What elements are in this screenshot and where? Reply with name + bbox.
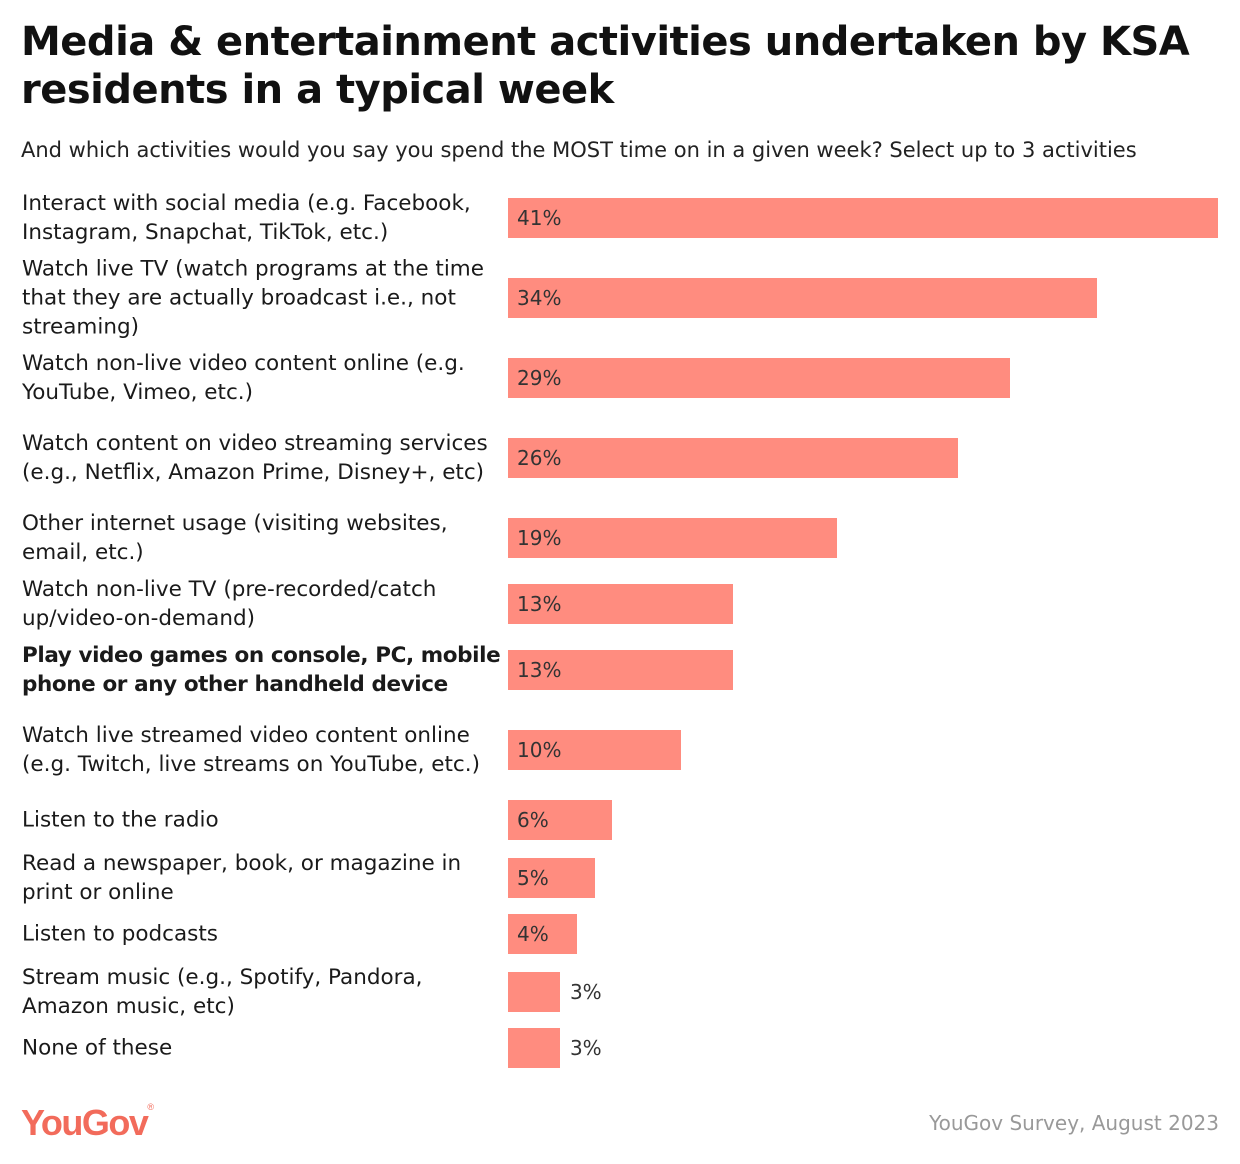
category-label: Watch content on video streaming service… (22, 431, 488, 485)
category-label: Watch non-live TV (pre-recorded/catch up… (22, 577, 437, 631)
value-label: 5% (517, 866, 549, 890)
value-label: 10% (517, 738, 562, 762)
yougov-logo: YouGov® (21, 1102, 154, 1144)
bar (508, 914, 578, 954)
logo-mark: ® (147, 1102, 154, 1112)
value-label: 41% (517, 206, 562, 230)
value-label: 6% (517, 808, 549, 832)
bar (508, 198, 1218, 238)
category-label: Watch live TV (watch programs at the tim… (22, 256, 484, 340)
bar (508, 358, 1011, 398)
value-label: 19% (517, 526, 562, 550)
value-label: 13% (517, 592, 562, 616)
bar (508, 730, 682, 770)
value-label: 29% (517, 366, 562, 390)
bar (508, 858, 595, 898)
category-label: Listen to the radio (22, 807, 219, 833)
bar (508, 800, 612, 840)
bar (508, 584, 734, 624)
value-label: 3% (569, 1036, 602, 1060)
bar (508, 1028, 560, 1068)
value-label: 13% (517, 658, 562, 682)
category-label: None of these (22, 1035, 173, 1061)
value-label: 26% (517, 446, 562, 470)
category-label: Interact with social media (e.g. Faceboo… (22, 191, 471, 245)
value-label: 3% (569, 980, 602, 1004)
category-label: Watch live streamed video content online… (22, 723, 480, 777)
chart-title: Media & entertainment activities underta… (21, 19, 1190, 113)
bar (508, 518, 838, 558)
category-label: Stream music (e.g., Spotify, Pandora, Am… (22, 965, 423, 1019)
category-label: Play video games on console, PC, mobile … (22, 643, 501, 697)
value-label: 34% (517, 286, 562, 310)
category-label: Listen to podcasts (22, 921, 218, 947)
category-label: Other internet usage (visiting websites,… (22, 511, 448, 565)
bar (508, 972, 560, 1012)
value-label: 4% (517, 922, 549, 946)
source-note: YouGov Survey, August 2023 (929, 1111, 1219, 1135)
logo-text: YouGov (21, 1102, 149, 1143)
bar (508, 278, 1097, 318)
bar (508, 650, 734, 690)
category-label: Read a newspaper, book, or magazine in p… (22, 851, 462, 905)
category-label: Watch non-live video content online (e.g… (22, 351, 465, 405)
chart-subtitle: And which activities would you say you s… (21, 138, 1137, 162)
bar (508, 438, 959, 478)
